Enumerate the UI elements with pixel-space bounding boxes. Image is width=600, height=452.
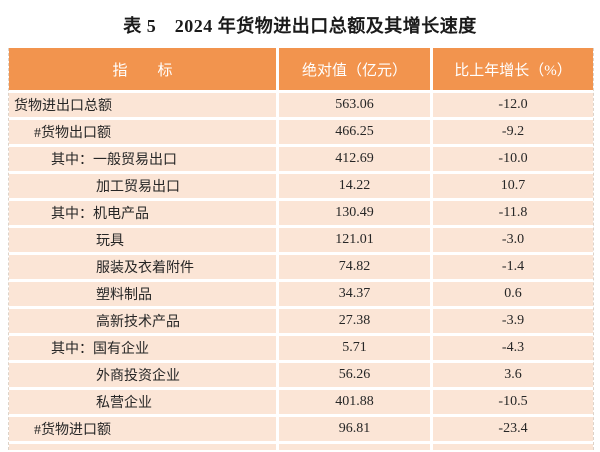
header-indicator: 指 标 [112, 62, 173, 79]
row-label: #货物出口额 [34, 126, 111, 141]
row-value: 56.26 [276, 363, 430, 387]
row-label: 货物进出口总额 [14, 99, 112, 114]
row-value: 74.82 [276, 255, 430, 279]
table-row-cutoff [9, 444, 593, 450]
table-row: 货物进出口总额 563.06 -12.0 [9, 93, 593, 120]
row-value: 412.69 [276, 147, 430, 171]
row-value: 401.88 [276, 390, 430, 414]
header-growth: 比上年增长（%） [430, 48, 593, 90]
row-growth: -11.8 [430, 201, 593, 225]
row-value: 130.49 [276, 201, 430, 225]
row-growth: 10.7 [430, 174, 593, 198]
page-title: 表 5 2024 年货物进出口总额及其增长速度 [123, 16, 477, 36]
table-row: 其中：一般贸易出口 412.69 -10.0 [9, 147, 593, 174]
row-label: 其中：机电产品 [51, 207, 149, 222]
row-label: 其中：国有企业 [51, 342, 149, 357]
row-label: #货物进口额 [34, 423, 111, 438]
table-row: 玩具 121.01 -3.0 [9, 228, 593, 255]
row-growth: -1.4 [430, 255, 593, 279]
row-growth: -4.3 [430, 336, 593, 360]
row-growth [430, 444, 593, 450]
row-growth: -3.9 [430, 309, 593, 333]
row-label: 其中：一般贸易出口 [51, 153, 177, 168]
row-label: 私营企业 [96, 396, 152, 411]
table-row: #货物进口额 96.81 -23.4 [9, 417, 593, 444]
table-row: 私营企业 401.88 -10.5 [9, 390, 593, 417]
table-row: #货物出口额 466.25 -9.2 [9, 120, 593, 147]
row-growth: -10.0 [430, 147, 593, 171]
import-export-table: 指 标 绝对值（亿元） 比上年增长（%） 货物进出口总额 563.06 -12.… [8, 48, 594, 450]
table-row: 加工贸易出口 14.22 10.7 [9, 174, 593, 201]
row-label: 外商投资企业 [96, 369, 180, 384]
row-value: 96.81 [276, 417, 430, 441]
row-growth: -10.5 [430, 390, 593, 414]
row-label: 高新技术产品 [96, 315, 180, 330]
row-label: 玩具 [96, 234, 124, 249]
row-growth: -23.4 [430, 417, 593, 441]
table-row: 外商投资企业 56.26 3.6 [9, 363, 593, 390]
table-row: 其中：国有企业 5.71 -4.3 [9, 336, 593, 363]
row-growth: -9.2 [430, 120, 593, 144]
row-value: 466.25 [276, 120, 430, 144]
table-row: 塑料制品 34.37 0.6 [9, 282, 593, 309]
table-header-row: 指 标 绝对值（亿元） 比上年增长（%） [9, 48, 593, 93]
row-growth: -12.0 [430, 93, 593, 117]
row-value: 563.06 [276, 93, 430, 117]
row-growth: 0.6 [430, 282, 593, 306]
row-value: 121.01 [276, 228, 430, 252]
header-absolute-value: 绝对值（亿元） [276, 48, 430, 90]
row-value [276, 444, 430, 450]
row-label: 服装及衣着附件 [96, 261, 194, 276]
table-row: 高新技术产品 27.38 -3.9 [9, 309, 593, 336]
row-value: 14.22 [276, 174, 430, 198]
row-label: 塑料制品 [96, 288, 152, 303]
table-row: 服装及衣着附件 74.82 -1.4 [9, 255, 593, 282]
row-label: 加工贸易出口 [96, 180, 180, 195]
row-label [9, 444, 276, 450]
row-growth: 3.6 [430, 363, 593, 387]
row-value: 27.38 [276, 309, 430, 333]
row-value: 5.71 [276, 336, 430, 360]
row-value: 34.37 [276, 282, 430, 306]
row-growth: -3.0 [430, 228, 593, 252]
table-row: 其中：机电产品 130.49 -11.8 [9, 201, 593, 228]
